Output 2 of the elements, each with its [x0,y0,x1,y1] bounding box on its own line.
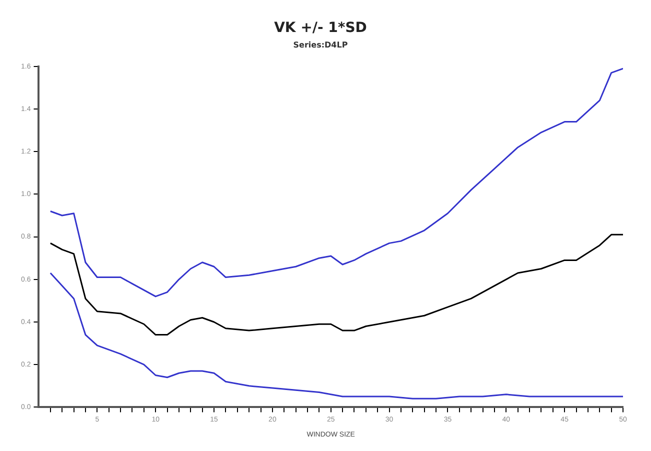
chart-subtitle: Series:D4LP [293,40,348,50]
chart-title: VK +/- 1*SD [274,20,367,36]
